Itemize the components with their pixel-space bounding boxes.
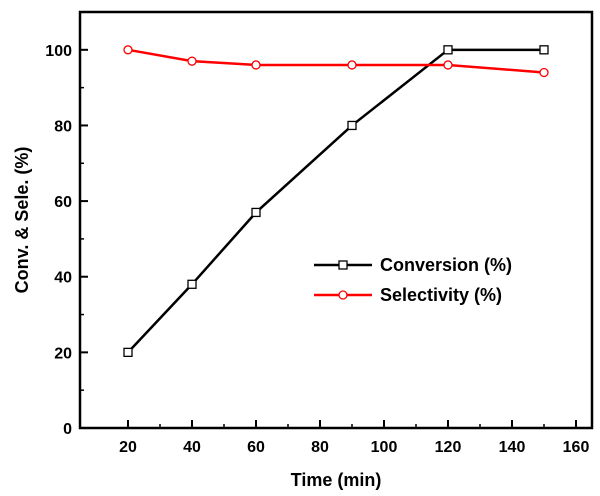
series-line xyxy=(127,48,545,74)
x-tick-label: 120 xyxy=(435,439,462,456)
y-tick-label: 60 xyxy=(54,194,72,211)
data-point xyxy=(347,60,357,70)
plot-frame xyxy=(78,10,594,430)
data-point xyxy=(123,45,133,55)
y-tick-label: 0 xyxy=(63,421,72,438)
x-tick-label: 60 xyxy=(247,439,265,456)
legend: Conversion (%) Selectivity (%) xyxy=(314,255,512,305)
legend-item: Selectivity (%) xyxy=(314,285,502,305)
data-point xyxy=(187,56,197,66)
series-conversion xyxy=(123,45,549,358)
y-axis: 0 20 40 60 80 100 xyxy=(45,11,88,438)
x-tick-label: 100 xyxy=(371,439,398,456)
legend-marker xyxy=(338,290,348,300)
x-tick-label: 40 xyxy=(183,439,201,456)
x-axis: 20 40 60 80 100 120 140 160 xyxy=(119,420,589,456)
data-point xyxy=(539,45,549,55)
series-line xyxy=(127,48,544,354)
data-point xyxy=(187,279,197,289)
y-axis-title: Conv. & Sele. (%) xyxy=(12,147,32,294)
y-tick-label: 40 xyxy=(54,270,72,287)
data-point xyxy=(443,45,453,55)
data-point xyxy=(347,120,357,131)
legend-label: Selectivity (%) xyxy=(380,285,502,305)
legend-marker xyxy=(338,260,348,270)
data-point xyxy=(539,67,549,78)
series-selectivity xyxy=(123,45,549,78)
x-tick-label: 160 xyxy=(563,439,590,456)
x-tick-label: 20 xyxy=(119,439,137,456)
y-tick-label: 20 xyxy=(54,345,72,362)
data-point xyxy=(251,60,261,70)
y-tick-label: 80 xyxy=(54,118,72,135)
data-point xyxy=(123,347,133,358)
data-point xyxy=(251,207,261,218)
series-layer xyxy=(123,45,549,358)
x-tick-label: 80 xyxy=(311,439,329,456)
legend-item: Conversion (%) xyxy=(314,255,512,275)
legend-label: Conversion (%) xyxy=(380,255,512,275)
x-axis-title: Time (min) xyxy=(291,470,382,490)
x-tick-label: 140 xyxy=(499,439,526,456)
data-point xyxy=(443,60,453,70)
y-tick-label: 100 xyxy=(45,43,72,60)
